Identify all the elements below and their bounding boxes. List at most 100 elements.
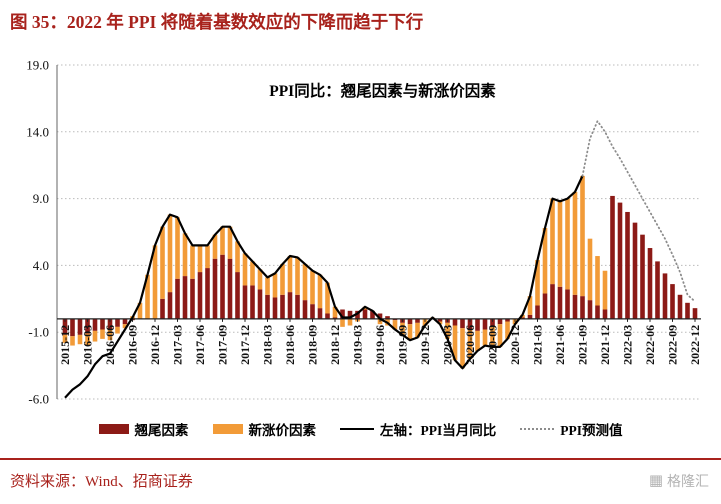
carryover-bar: [272, 297, 278, 319]
x-axis-label: 2022-03: [621, 325, 635, 365]
carryover-bar: [415, 318, 420, 323]
x-axis-label: 2020-12: [508, 325, 522, 365]
new-price-bar: [310, 270, 315, 305]
new-price-bar: [115, 326, 120, 334]
new-price-bar: [407, 324, 413, 341]
new-price-bar: [302, 264, 308, 301]
new-price-bar: [152, 245, 158, 319]
data-source: 资料来源：Wind、招商证券: [10, 474, 193, 490]
x-axis-label: 2019-09: [396, 325, 410, 365]
x-axis-label: 2021-06: [553, 325, 567, 365]
new-price-bar: [242, 253, 248, 286]
x-axis-label: 2016-12: [148, 325, 162, 365]
new-price-bar: [182, 233, 188, 277]
carryover-bar: [182, 276, 188, 319]
ppi-chart-canvas: 19.0 14.0 9.0 4.0 -1.0 -6.0 2015-12 2016-03 2016…: [26, 58, 702, 407]
carryover-bar: [332, 317, 338, 319]
carryover-bar: [535, 305, 540, 319]
x-axis: 2015-12 2016-03 2016-06 2016-09 2016-12 2017-…: [57, 318, 702, 365]
carryover-bar: [302, 300, 308, 319]
carryover-bar: [550, 284, 555, 319]
carryover-bar: [595, 305, 600, 319]
x-axis-label: 2017-03: [171, 325, 185, 365]
carryover-bar: [280, 294, 285, 319]
bars: [62, 175, 698, 369]
y-axis-label: 9.0: [33, 191, 49, 206]
new-price-bar: [565, 198, 570, 290]
carryover-bar: [325, 313, 330, 319]
carryover-bar: [85, 318, 90, 334]
carryover-bar: [467, 318, 473, 330]
carryover-bar: [347, 310, 353, 319]
new-price-bar: [467, 329, 473, 359]
carryover-bar: [242, 285, 248, 319]
carryover-bar: [640, 234, 645, 319]
carryover-bar: [122, 318, 128, 325]
x-axis-label: 2016-03: [81, 325, 95, 365]
footer: 资料来源：Wind、招商证券 ▦ 格隆汇: [0, 458, 721, 504]
new-price-bar: [220, 226, 225, 255]
carryover-bar: [632, 222, 638, 319]
new-price-bar: [490, 326, 495, 347]
carryover-bar: [685, 302, 690, 319]
carryover-bar: [610, 195, 615, 319]
new-price-bar: [257, 269, 263, 290]
x-axis-label: 2018-09: [306, 325, 320, 365]
x-axis-label: 2021-03: [531, 325, 545, 365]
new-price-bar: [602, 270, 608, 310]
carryover-bar: [190, 278, 195, 319]
carryover-bar: [557, 286, 563, 319]
new-price-bar: [557, 201, 563, 287]
new-price-bar: [280, 264, 285, 295]
new-price-bar: [527, 296, 533, 315]
new-price-bar: [580, 175, 585, 297]
new-price-bar: [287, 256, 293, 293]
carryover-bar: [175, 278, 180, 319]
gridlines: 19.0 14.0 9.0 4.0 -1.0 -6.0: [26, 58, 701, 407]
carryover-bar: [227, 258, 233, 319]
carryover-bar: [527, 314, 533, 319]
new-price-bar: [197, 245, 203, 273]
carryover-swatch-icon: [98, 424, 129, 434]
y-axis-label: 19.0: [26, 58, 49, 73]
new-price-bar: [587, 238, 593, 301]
new-price-bar: [235, 241, 240, 273]
carryover-bar: [212, 258, 218, 319]
carryover-bar: [505, 318, 510, 322]
carryover-bar: [92, 318, 98, 331]
carryover-bar: [625, 211, 630, 319]
legend-label-ppi-line: 左轴：PPI当月同比: [380, 423, 497, 438]
x-axis-label: 2018-12: [328, 325, 342, 365]
new-price-bar: [340, 318, 345, 327]
carryover-bar: [565, 289, 570, 319]
ppi-line: [64, 175, 584, 399]
carryover-bar: [107, 318, 113, 330]
new-price-bar: [415, 322, 420, 338]
chart-area: 19.0 14.0 9.0 4.0 -1.0 -6.0 2015-12 2016-03 2016…: [0, 37, 721, 417]
x-axis-label: 2022-12: [688, 325, 702, 365]
x-axis-label: 2019-06: [373, 325, 387, 365]
new-price-bar: [175, 217, 180, 279]
carryover-bar: [115, 318, 120, 327]
carryover-bar: [355, 310, 360, 319]
new-price-bar: [422, 318, 428, 326]
new-price-bar: [542, 227, 548, 294]
carryover-bar: [257, 289, 263, 319]
carryover-bar: [437, 318, 443, 322]
y-axis-label: -6.0: [28, 392, 49, 407]
carryover-bar: [407, 318, 413, 325]
new-price-bar: [107, 329, 113, 341]
carryover-bar: [490, 318, 495, 327]
carryover-bar: [205, 268, 210, 319]
carryover-bar: [392, 318, 398, 321]
new-price-bar: [445, 322, 450, 339]
carryover-bar: [475, 318, 480, 331]
new-price-bar: [122, 324, 128, 329]
legend-label-forecast: PPI预测值: [560, 423, 623, 438]
new-price-bar: [452, 325, 458, 361]
new-price-bar: [392, 320, 398, 330]
new-price-swatch-icon: [212, 424, 243, 434]
carryover-bar: [482, 318, 488, 330]
new-price-bar: [572, 191, 578, 295]
x-axis-label: 2018-06: [283, 325, 297, 365]
